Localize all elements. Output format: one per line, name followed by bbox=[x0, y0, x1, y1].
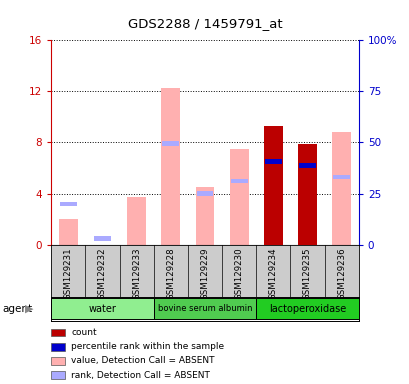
Bar bbox=[51, 343, 65, 351]
Text: count: count bbox=[71, 328, 97, 337]
Text: agent: agent bbox=[2, 304, 32, 314]
Text: lactoperoxidase: lactoperoxidase bbox=[268, 304, 345, 314]
Text: GSM129232: GSM129232 bbox=[98, 248, 107, 300]
Bar bbox=[230, 179, 247, 183]
Bar bbox=[94, 236, 111, 241]
Text: water: water bbox=[88, 304, 116, 314]
Bar bbox=[333, 175, 349, 179]
Text: percentile rank within the sample: percentile rank within the sample bbox=[71, 342, 224, 351]
Text: GSM129233: GSM129233 bbox=[132, 248, 141, 300]
Text: rank, Detection Call = ABSENT: rank, Detection Call = ABSENT bbox=[71, 371, 209, 380]
Text: ▶: ▶ bbox=[25, 304, 34, 314]
Bar bbox=[298, 159, 315, 164]
Text: bovine serum albumin: bovine serum albumin bbox=[157, 304, 252, 313]
Bar bbox=[298, 163, 315, 168]
Bar bbox=[60, 202, 76, 206]
Bar bbox=[256, 298, 358, 319]
Text: GSM129228: GSM129228 bbox=[166, 248, 175, 300]
Bar bbox=[59, 219, 78, 245]
Bar bbox=[195, 187, 214, 245]
Bar bbox=[297, 144, 316, 245]
Bar bbox=[161, 88, 180, 245]
Bar bbox=[51, 371, 65, 379]
Bar bbox=[51, 357, 65, 365]
Bar bbox=[51, 329, 65, 336]
Bar bbox=[153, 298, 256, 319]
Text: GSM129230: GSM129230 bbox=[234, 248, 243, 300]
Text: GDS2288 / 1459791_at: GDS2288 / 1459791_at bbox=[127, 17, 282, 30]
Bar bbox=[229, 149, 248, 245]
Text: GSM129231: GSM129231 bbox=[64, 248, 73, 300]
Text: value, Detection Call = ABSENT: value, Detection Call = ABSENT bbox=[71, 356, 214, 366]
Bar bbox=[196, 191, 213, 196]
Text: GSM129236: GSM129236 bbox=[336, 248, 345, 300]
Bar bbox=[51, 298, 153, 319]
Text: GSM129235: GSM129235 bbox=[302, 248, 311, 300]
Text: GSM129229: GSM129229 bbox=[200, 248, 209, 300]
Text: GSM129234: GSM129234 bbox=[268, 248, 277, 300]
Bar bbox=[127, 197, 146, 245]
Bar bbox=[162, 141, 179, 146]
Bar bbox=[264, 159, 281, 164]
Bar bbox=[263, 126, 282, 245]
Bar bbox=[331, 132, 350, 245]
